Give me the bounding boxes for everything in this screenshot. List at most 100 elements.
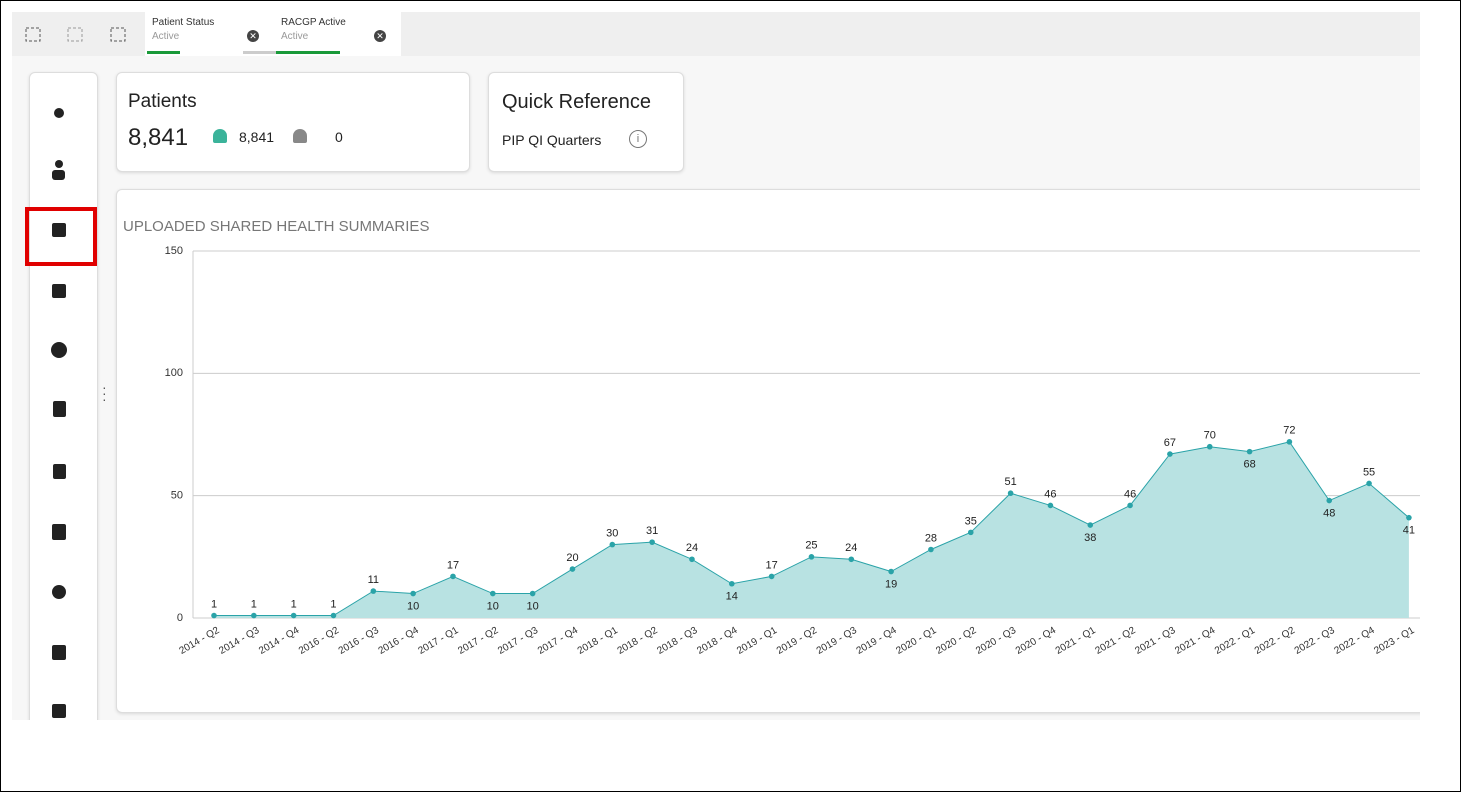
data-label: 72 — [1283, 425, 1295, 437]
x-tick-label: 2017 - Q1 — [416, 625, 460, 657]
x-tick-label: 2022 - Q4 — [1333, 625, 1377, 657]
y-tick-label: 0 — [177, 612, 183, 624]
calculator-icon[interactable] — [52, 223, 66, 237]
data-label: 48 — [1323, 507, 1335, 519]
vaccine-icon[interactable] — [52, 524, 66, 540]
data-label: 11 — [368, 574, 379, 586]
filter-close[interactable]: ✕ — [374, 30, 386, 42]
point — [609, 541, 616, 548]
filter-tab[interactable]: Patient Status Active ✕ — [147, 12, 276, 56]
y-tick-label: 100 — [165, 367, 183, 379]
x-tick-label: 2021 - Q2 — [1094, 625, 1138, 657]
point — [1326, 497, 1333, 504]
calendar-icon[interactable] — [52, 284, 66, 298]
clear-icon[interactable] — [110, 27, 126, 42]
sidebar-icons — [51, 108, 67, 718]
x-tick-label: 2016 - Q4 — [377, 625, 421, 657]
chart: UPLOADED SHARED HEALTH SUMMARIES 0 50 100 1… — [123, 218, 1420, 657]
inactive-icon — [293, 129, 307, 143]
highlight-box — [25, 207, 97, 266]
x-tick-label: 2016 - Q2 — [297, 625, 341, 657]
filter-label: Patient Status — [152, 17, 215, 28]
data-label: 17 — [447, 559, 459, 571]
virus-icon[interactable] — [52, 585, 66, 599]
file-search-icon[interactable] — [52, 645, 66, 660]
user-icon[interactable] — [51, 342, 67, 358]
point — [211, 612, 217, 619]
x-tick-label: 2022 - Q2 — [1253, 625, 1297, 657]
x-tick-label: 2017 - Q2 — [456, 625, 500, 657]
filter-tab[interactable]: RACGP Active Active ✕ — [276, 12, 401, 56]
data-label: 1 — [251, 598, 257, 610]
data-label: 10 — [527, 600, 539, 612]
data-label: 51 — [1004, 476, 1016, 488]
x-tick-label: 2019 - Q2 — [775, 625, 819, 657]
reference-link[interactable]: PIP QI Quarters — [502, 132, 602, 148]
point — [290, 612, 297, 619]
point — [1406, 514, 1412, 521]
point — [689, 556, 695, 563]
tab-underline-rest — [243, 51, 276, 54]
point — [529, 590, 536, 597]
point — [410, 590, 416, 597]
data-label: 30 — [606, 528, 618, 540]
point — [649, 539, 655, 545]
data-label: 10 — [487, 600, 499, 612]
x-tick-label: 2019 - Q4 — [855, 625, 899, 657]
redo-icon[interactable] — [67, 27, 83, 42]
app-area: Patient Status Active ✕ RACGP Active Act… — [12, 12, 1420, 720]
data-label: 14 — [726, 591, 738, 603]
data-label: 24 — [845, 542, 857, 554]
point — [967, 529, 974, 536]
undo-icon[interactable] — [25, 27, 41, 42]
patient-total: 8,841 — [128, 124, 189, 151]
tab-underline — [276, 51, 340, 54]
x-tick-label: 2020 - Q1 — [894, 625, 938, 657]
filter-value: Active — [152, 31, 180, 42]
x-tick-label: 2017 - Q3 — [496, 625, 540, 657]
search-patient-icon[interactable] — [54, 108, 64, 118]
point — [490, 590, 496, 597]
card-title: Quick Reference — [502, 91, 651, 113]
point — [768, 573, 775, 580]
x-tick-label: 2018 - Q2 — [616, 625, 660, 657]
point — [1246, 448, 1253, 455]
active-icon — [213, 129, 227, 143]
area — [214, 441, 1409, 618]
data-label: 70 — [1204, 430, 1216, 442]
point — [1087, 522, 1094, 528]
x-tick-label: 2018 - Q1 — [576, 625, 620, 657]
point — [1167, 451, 1173, 457]
data-label: 67 — [1164, 437, 1176, 449]
point — [808, 554, 815, 560]
x-tick-label: 2018 - Q4 — [695, 625, 739, 657]
data-label: 17 — [765, 559, 777, 571]
data-label: 35 — [965, 515, 977, 527]
point — [928, 546, 934, 553]
x-tick-label: 2019 - Q1 — [735, 625, 779, 657]
resize-handle[interactable]: · · · — [102, 379, 107, 407]
filter-label: RACGP Active — [281, 17, 346, 28]
info-icon[interactable]: i — [629, 130, 647, 148]
quick-reference-card: Quick Reference PIP QI Quarters i — [488, 72, 684, 172]
x-tick-label: 2021 - Q3 — [1133, 625, 1177, 657]
filter-close[interactable]: ✕ — [247, 30, 259, 42]
x-tick-label: 2020 - Q3 — [974, 625, 1018, 657]
point — [1206, 443, 1213, 450]
x-tick-label: 2020 - Q2 — [934, 625, 978, 657]
data-label: 41 — [1403, 525, 1415, 537]
x-tick-label: 2022 - Q3 — [1293, 625, 1337, 657]
point — [888, 568, 894, 575]
medication-icon[interactable] — [53, 464, 66, 479]
clipboard-icon[interactable] — [53, 401, 66, 417]
x-tick-label: 2014 - Q3 — [217, 625, 261, 657]
point — [1047, 502, 1054, 509]
medkit-icon[interactable] — [52, 704, 66, 718]
point — [569, 566, 576, 572]
doctor-icon[interactable] — [52, 170, 65, 180]
point — [1007, 490, 1014, 497]
point — [848, 556, 855, 563]
filter-value: Active — [281, 31, 309, 42]
point — [330, 612, 337, 619]
chart-card: UPLOADED SHARED HEALTH SUMMARIES 0 50 100 1… — [116, 189, 1420, 713]
